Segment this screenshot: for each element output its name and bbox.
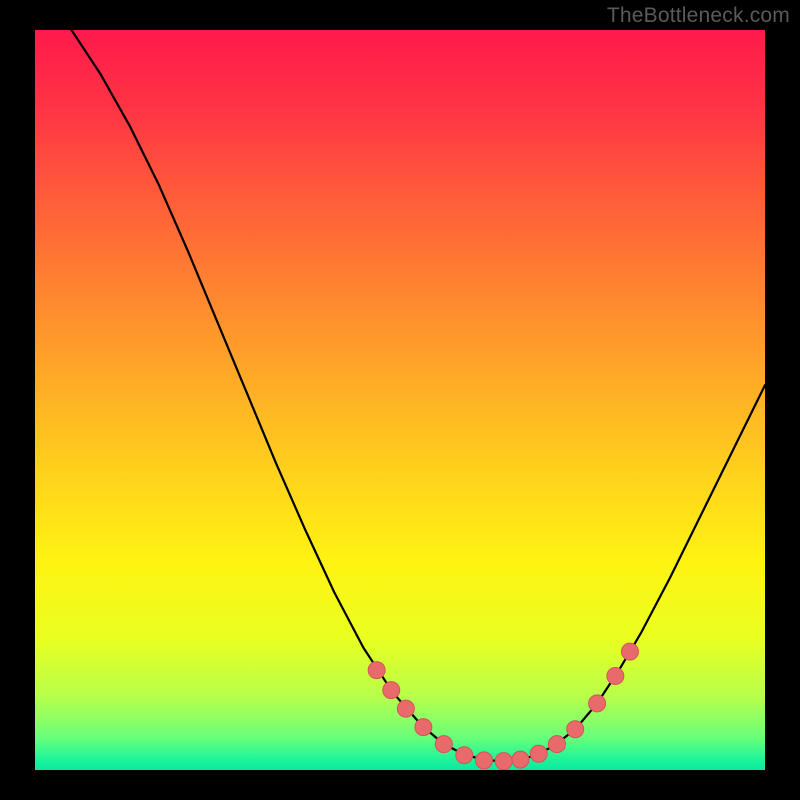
curve-marker bbox=[475, 752, 492, 769]
curve-marker bbox=[512, 751, 529, 768]
watermark-text: TheBottleneck.com bbox=[607, 4, 790, 28]
curve-marker bbox=[397, 700, 414, 717]
curve-marker bbox=[530, 745, 547, 762]
curve-marker bbox=[548, 736, 565, 753]
curve-marker bbox=[607, 668, 624, 685]
curve-marker bbox=[368, 662, 385, 679]
curve-marker bbox=[495, 753, 512, 770]
curve-marker bbox=[435, 736, 452, 753]
curve-marker bbox=[383, 682, 400, 699]
curve-marker bbox=[567, 721, 584, 738]
curve-marker bbox=[456, 747, 473, 764]
curve-marker bbox=[621, 643, 638, 660]
chart-container: TheBottleneck.com bbox=[0, 0, 800, 800]
curve-marker bbox=[589, 695, 606, 712]
plot-gradient-background bbox=[35, 30, 765, 770]
bottleneck-curve-chart bbox=[0, 0, 800, 800]
curve-marker bbox=[415, 719, 432, 736]
